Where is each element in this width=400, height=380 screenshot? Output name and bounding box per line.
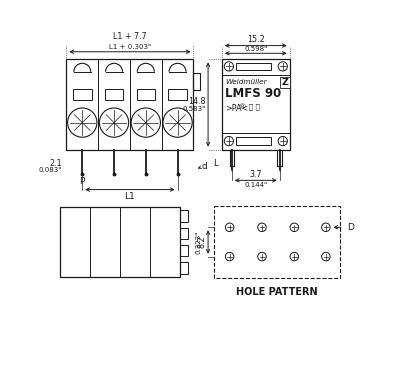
Text: 0.144": 0.144" [244, 182, 267, 188]
Bar [236, 63, 271, 70]
Text: Z: Z [282, 78, 288, 87]
Bar [214, 206, 340, 278]
Text: >PA<: >PA< [225, 104, 248, 113]
Text: 0.083": 0.083" [38, 166, 62, 173]
Bar [66, 59, 194, 150]
Text: L1 + 0.303": L1 + 0.303" [109, 44, 151, 50]
Text: HOLE PATTERN: HOLE PATTERN [236, 287, 318, 298]
Text: Weidmüller: Weidmüller [225, 79, 267, 85]
Text: ® Ⓢ Ⓡ: ® Ⓢ Ⓡ [239, 104, 260, 111]
Text: LMFS 90: LMFS 90 [225, 87, 281, 100]
Text: d: d [201, 162, 207, 171]
Text: 2.1: 2.1 [49, 159, 62, 168]
Bar [180, 262, 188, 274]
Text: L1 + 7.7: L1 + 7.7 [113, 32, 147, 41]
Bar [73, 89, 92, 100]
Text: 14.8: 14.8 [188, 97, 206, 106]
Text: 3.7: 3.7 [250, 170, 262, 179]
Text: L1: L1 [124, 192, 135, 201]
Bar [60, 207, 180, 277]
Bar [194, 73, 200, 90]
Text: 0.598": 0.598" [244, 46, 268, 52]
Text: 0.583": 0.583" [182, 106, 206, 112]
Text: L: L [213, 159, 218, 168]
Bar [236, 137, 271, 145]
Bar [105, 89, 123, 100]
Bar [222, 59, 290, 150]
Text: P: P [80, 177, 85, 187]
Bar [180, 211, 188, 222]
Text: D: D [347, 223, 354, 232]
Text: 15.2: 15.2 [247, 35, 265, 44]
Bar [180, 245, 188, 256]
Text: 0.323": 0.323" [195, 230, 201, 253]
Bar [168, 89, 187, 100]
Text: 8.2: 8.2 [198, 236, 206, 248]
Bar [136, 89, 155, 100]
Bar [180, 228, 188, 239]
